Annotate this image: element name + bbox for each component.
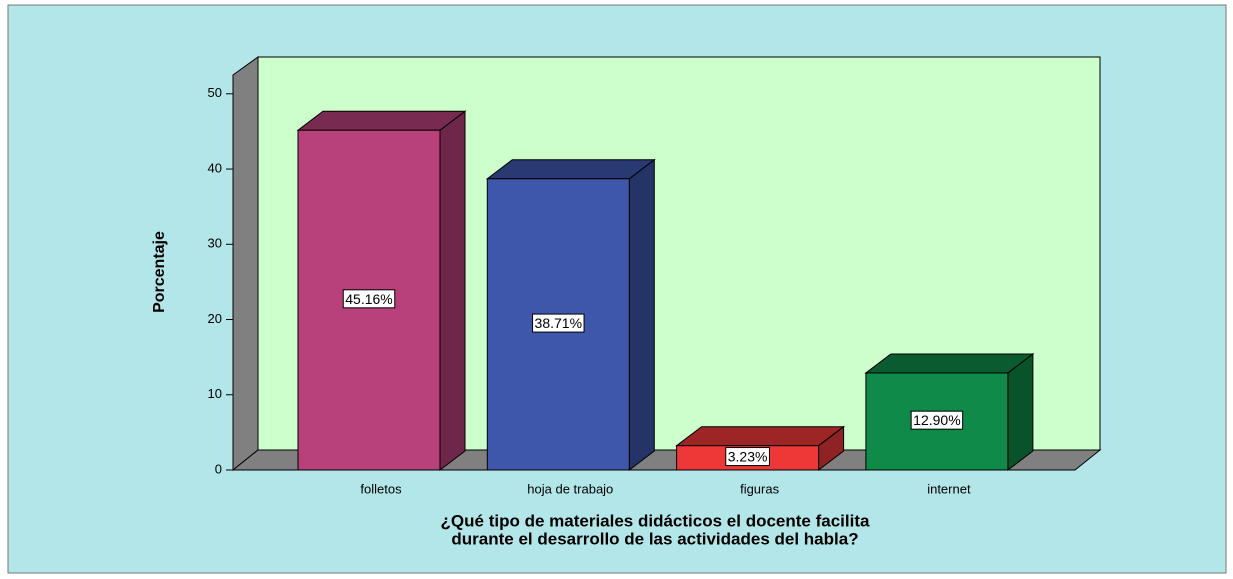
x-tick-label: internet <box>927 481 971 496</box>
y-tick-label: 0 <box>215 461 222 476</box>
value-label-box <box>725 447 770 467</box>
value-label-box <box>532 313 585 333</box>
bar-top <box>296 110 467 131</box>
y-tick-label: 50 <box>208 85 222 100</box>
value-label-box <box>910 410 964 430</box>
x-axis-label: durante el desarrollo de las actividades… <box>451 529 858 548</box>
value-label: 3.23% <box>728 449 768 465</box>
left-wall <box>232 56 259 472</box>
value-label: 45.16% <box>345 291 392 307</box>
x-tick-label: hoja de trabajo <box>527 481 613 496</box>
value-label: 38.71% <box>535 315 582 331</box>
value-label: 12.90% <box>913 412 960 428</box>
value-label-box <box>342 289 396 309</box>
y-tick-label: 10 <box>208 386 222 401</box>
bar-top <box>485 159 656 180</box>
y-tick-label: 20 <box>208 311 222 326</box>
y-tick-label: 30 <box>208 236 222 251</box>
y-tick-label: 40 <box>208 160 222 175</box>
bar-side <box>1007 352 1034 472</box>
x-tick-label: figuras <box>740 481 780 496</box>
bar-side <box>628 158 655 472</box>
bar-side <box>439 110 466 472</box>
y-axis-label: Porcentaje <box>151 231 168 313</box>
x-tick-label: folletos <box>360 481 402 496</box>
x-axis-label: ¿Qué tipo de materiales didácticos el do… <box>441 511 870 530</box>
bar-top <box>675 426 846 447</box>
bar-top <box>864 353 1035 374</box>
